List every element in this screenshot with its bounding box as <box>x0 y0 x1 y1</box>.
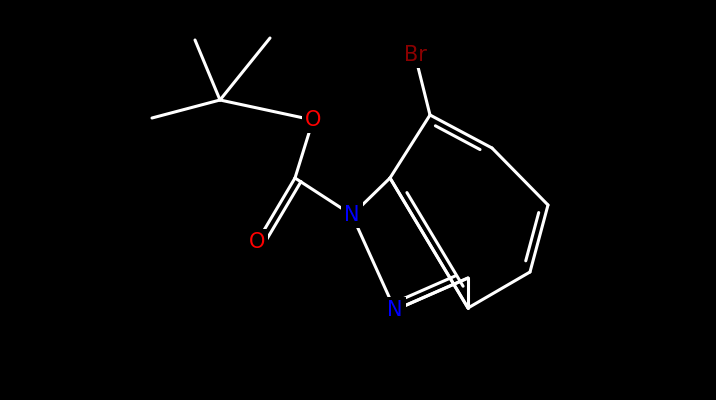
Text: O: O <box>249 232 265 252</box>
Text: Br: Br <box>404 45 427 65</box>
Text: N: N <box>387 300 402 320</box>
Text: N: N <box>344 205 359 225</box>
Text: O: O <box>305 110 321 130</box>
